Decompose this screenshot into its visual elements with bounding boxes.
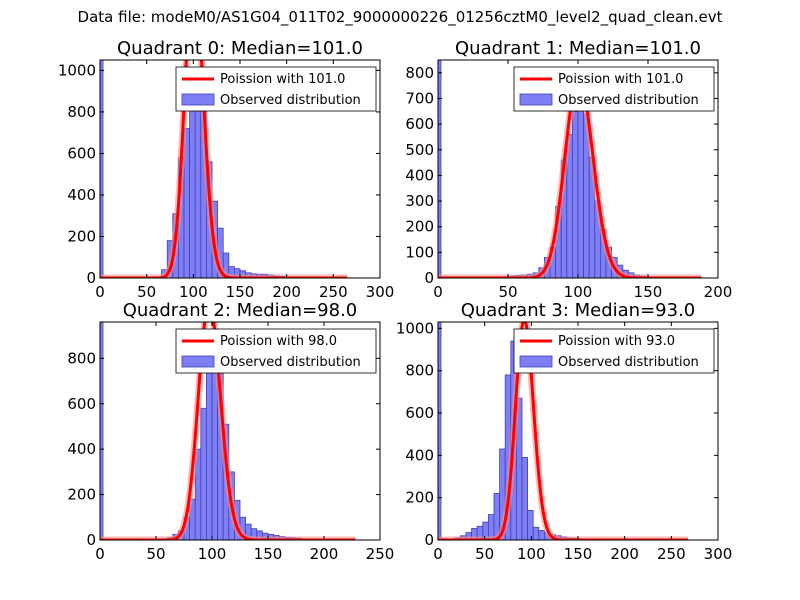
x-tick-label: 50 [475, 545, 494, 563]
x-tick-label: 250 [657, 545, 686, 563]
x-tick-label: 150 [634, 283, 663, 301]
x-tick-label: 0 [95, 283, 105, 301]
y-tick-label: 600 [67, 395, 96, 413]
y-tick-label: 300 [405, 192, 434, 210]
figure-title: Data file: modeM0/AS1G04_011T02_90000002… [77, 8, 723, 26]
x-tick-label: 150 [226, 283, 255, 301]
histogram-bar [532, 526, 540, 540]
subplot-title: Quadrant 0: Median=101.0 [117, 38, 363, 59]
x-tick-label: 50 [137, 283, 156, 301]
x-tick-label: 200 [704, 283, 733, 301]
histogram-bar [189, 101, 196, 278]
y-tick-label: 600 [67, 144, 96, 162]
x-tick-label: 300 [366, 283, 395, 301]
y-tick-label: 200 [67, 227, 96, 245]
histogram-bar [205, 364, 213, 540]
histogram-bar-zero [438, 322, 442, 540]
subplot-quadrant-1: 0 50 100 150 200 0 100 200 300 400 500 600 700 800 Qua… [405, 38, 732, 301]
histogram-bar-zero [438, 60, 442, 278]
histogram-bar [521, 457, 528, 540]
x-tick-label: 250 [319, 283, 348, 301]
legend-label-observed: Observed distribution [220, 355, 361, 370]
y-tick-label: 400 [405, 446, 434, 464]
y-tick-label: 200 [405, 218, 434, 236]
legend: Poission with 101.0 Observed distribution [513, 66, 715, 112]
legend-label-observed: Observed distribution [558, 355, 699, 370]
y-tick-label: 600 [405, 115, 434, 133]
legend-bar-swatch [519, 93, 553, 106]
x-tick-label: 50 [498, 283, 517, 301]
x-tick-label: 50 [146, 545, 165, 563]
y-tick-label: 800 [67, 103, 96, 121]
poisson-curve [100, 60, 348, 278]
y-tick-label: 200 [405, 489, 434, 507]
x-tick-label: 100 [179, 283, 208, 301]
y-tick-label: 200 [67, 486, 96, 504]
axes-frame [99, 321, 381, 541]
legend-bar-swatch [181, 93, 215, 106]
y-tick-label: 500 [405, 141, 434, 159]
legend-label-observed: Observed distribution [220, 93, 361, 108]
legend-label-poisson: Poission with 101.0 [220, 72, 345, 87]
y-tick-label: 800 [67, 349, 96, 367]
x-tick-label: 150 [254, 545, 283, 563]
histogram-bar [200, 407, 207, 540]
x-tick-label: 100 [198, 545, 227, 563]
y-tick-label: 700 [405, 89, 434, 107]
legend-label-observed: Observed distribution [558, 93, 699, 108]
subplot-title: Quadrant 3: Median=93.0 [461, 300, 696, 321]
y-tick-label: 1000 [58, 61, 96, 79]
histogram-bar-zero [100, 322, 104, 540]
y-tick-label: 400 [67, 186, 96, 204]
histogram-bar-zero [100, 60, 104, 278]
x-tick-label: 200 [310, 545, 339, 563]
poisson-curve [438, 76, 702, 278]
x-tick-label: 0 [433, 545, 443, 563]
legend-label-poisson: Poission with 98.0 [220, 334, 337, 349]
legend: Poission with 93.0 Observed distribution [513, 328, 715, 374]
x-tick-label: 100 [517, 545, 546, 563]
y-tick-label: 100 [405, 243, 434, 261]
subplot-quadrant-3: 0 50 100 150 200 250 300 0 200 400 600 800 1000 Quadr… [396, 300, 733, 563]
y-tick-label: 0 [424, 531, 434, 549]
histogram-bar [572, 110, 579, 278]
histogram-bar [538, 530, 545, 540]
x-tick-label: 0 [95, 545, 105, 563]
legend: Poission with 101.0 Observed distribution [175, 66, 377, 112]
y-tick-label: 800 [405, 362, 434, 380]
histogram-bar [487, 514, 495, 540]
x-tick-label: 200 [610, 545, 639, 563]
subplot-quadrant-0: 0 50 100 150 200 250 300 0 200 400 600 800 1000 Quadr… [58, 38, 395, 301]
y-tick-label: 400 [67, 440, 96, 458]
poisson-curve [100, 322, 356, 540]
subplot-title: Quadrant 2: Median=98.0 [123, 300, 358, 321]
legend-bar-swatch [519, 355, 553, 368]
y-tick-label: 0 [86, 531, 96, 549]
y-tick-label: 400 [405, 166, 434, 184]
x-tick-label: 300 [704, 545, 733, 563]
y-tick-label: 0 [424, 269, 434, 287]
y-tick-label: 800 [405, 64, 434, 82]
histogram-bar [577, 92, 584, 278]
legend-label-poisson: Poission with 101.0 [558, 72, 683, 87]
legend: Poission with 98.0 Observed distribution [175, 328, 377, 374]
subplot-quadrant-2: 0 50 100 150 200 250 0 200 400 600 800 Quadrant 2: … [67, 300, 394, 563]
histogram-bar [527, 509, 534, 540]
y-tick-label: 0 [86, 269, 96, 287]
x-tick-label: 250 [366, 545, 395, 563]
legend-label-poisson: Poission with 93.0 [558, 334, 675, 349]
x-tick-label: 200 [272, 283, 301, 301]
x-tick-label: 150 [564, 545, 593, 563]
x-tick-label: 100 [564, 283, 593, 301]
legend-bar-swatch [181, 355, 215, 368]
y-tick-label: 1000 [396, 319, 434, 337]
x-tick-label: 0 [433, 283, 443, 301]
y-tick-label: 600 [405, 404, 434, 422]
plot-content [100, 322, 358, 540]
subplot-title: Quadrant 1: Median=101.0 [455, 38, 701, 59]
